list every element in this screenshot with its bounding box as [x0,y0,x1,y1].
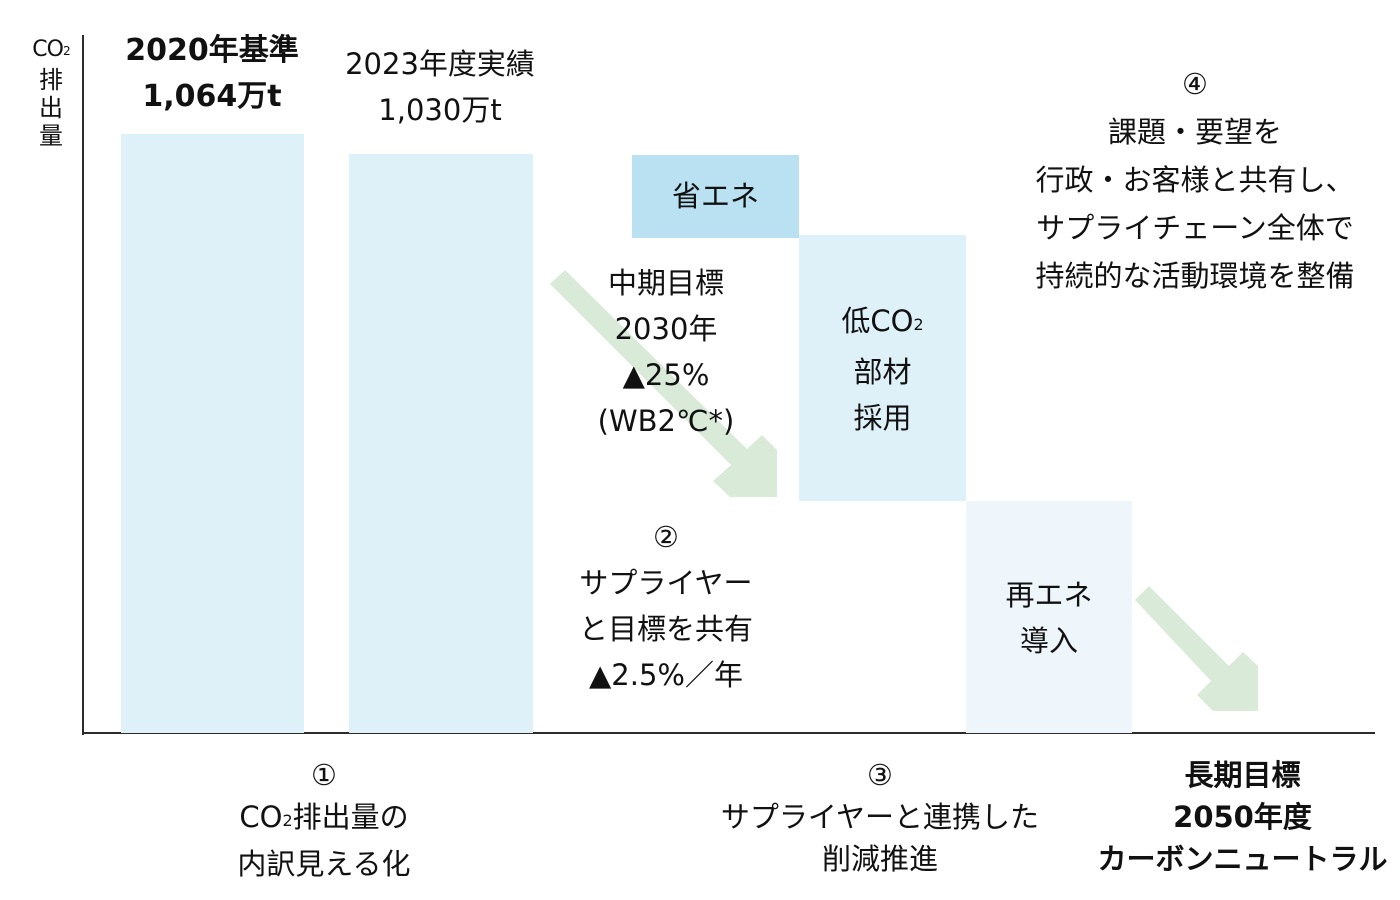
bar-low-co2-materials [799,235,966,501]
renewable-energy-label: 再エネ 導入 [1005,578,1093,658]
bar-energy-saving [632,155,799,238]
longterm-target-label: 長期目標 2050年度 カーボンニュートラル [1097,758,1388,876]
bar-renewable-energy [966,501,1132,733]
low-co2-materials-label: 低CO2 部材 採用 [841,304,924,435]
step3-supplier-collaboration-label: ③ サプライヤーと連携した 削減推進 [720,758,1040,876]
step4-supply-chain-annotation: ④ 課題・要望を 行政・お客様と共有し、 サプライチェーン全体で 持続的な活動環… [1035,67,1355,293]
step2-supplier-target-annotation: ② サプライヤー と目標を共有 ▲2.5%／年 [578,520,753,692]
x-axis-baseline [82,732,1375,734]
bar-2023-actual [349,154,533,733]
baseline-2020-label: 2020年基準 1,064万t [125,33,299,114]
actual-2023-label: 2023年度実績 1,030万t [345,47,535,127]
y-axis-label: CO2 排 出 量 [32,37,70,150]
down-right-arrow-icon [1135,586,1258,711]
bar-2020-baseline [121,134,304,733]
energy-saving-label: 省エネ [671,179,759,213]
down-right-arrow-icon [550,270,777,497]
step1-visualization-label: ① CO2排出量の 内訳見える化 [237,758,411,881]
midterm-target-annotation: 中期目標 2030年 ▲25% (WB2℃*) [597,266,735,438]
y-axis-line [82,35,84,735]
